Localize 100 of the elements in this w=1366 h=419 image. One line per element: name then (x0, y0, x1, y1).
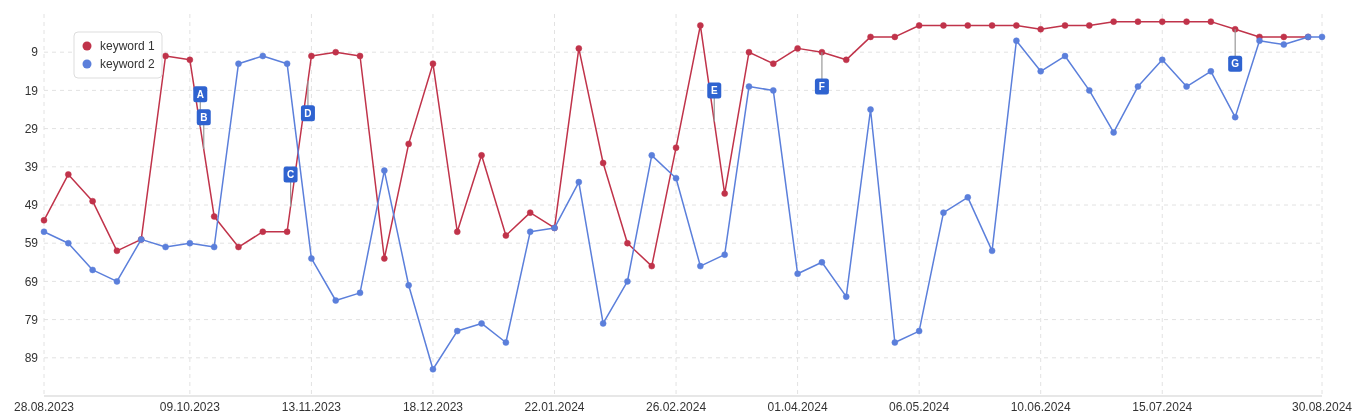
point (186, 56, 194, 64)
point (478, 152, 485, 159)
point (1086, 22, 1093, 29)
point (40, 217, 48, 224)
point (940, 209, 947, 216)
point (429, 366, 437, 373)
point (429, 60, 437, 67)
point (40, 228, 48, 235)
point (65, 171, 72, 178)
y-tick-label: 89 (24, 351, 39, 365)
point (235, 60, 242, 67)
point (1061, 52, 1069, 60)
point (697, 22, 704, 29)
x-tick-label: 15.07.2024 (1132, 400, 1193, 414)
point (332, 297, 339, 304)
point (162, 52, 169, 60)
y-tick-label: 9 (31, 45, 39, 60)
x-tick-label: 30.08.2024 (1291, 400, 1353, 414)
point (283, 60, 291, 67)
point (1110, 129, 1117, 136)
point (575, 178, 583, 186)
point (599, 159, 607, 167)
point (1256, 37, 1263, 44)
point (1231, 113, 1239, 121)
point (794, 270, 801, 278)
point (356, 52, 364, 60)
point (113, 278, 121, 285)
point (526, 228, 534, 235)
y-tick-label: 29 (24, 121, 39, 136)
point (1280, 33, 1288, 41)
point (575, 45, 583, 52)
point (283, 228, 291, 235)
point (964, 194, 972, 201)
point (526, 209, 534, 216)
point (721, 190, 728, 197)
point (235, 243, 242, 251)
point (65, 239, 72, 247)
point (648, 152, 655, 159)
point (915, 22, 923, 29)
x-tick-label: 22.01.2024 (524, 400, 585, 414)
point (89, 197, 96, 205)
annotation: F (818, 81, 825, 93)
annotation: A (196, 88, 204, 100)
point (988, 247, 996, 255)
point (1159, 18, 1166, 25)
point (405, 140, 412, 148)
x-tick-label: 13.11.2023 (281, 400, 342, 414)
point (891, 339, 899, 346)
point (1037, 68, 1044, 75)
point (770, 60, 777, 67)
point (988, 22, 996, 29)
point (405, 281, 412, 289)
point (842, 293, 850, 300)
point (648, 262, 655, 270)
y-tick-label: 19 (24, 83, 39, 98)
x-tick-label: 01.04.2024 (767, 400, 828, 414)
point (599, 320, 607, 327)
point (624, 278, 631, 285)
x-tick-label: 18.12.2023 (402, 400, 464, 414)
legend-label: keyword 2 (100, 57, 156, 72)
point (794, 45, 801, 52)
annotation: E (710, 84, 718, 96)
point (332, 48, 339, 56)
point (1086, 87, 1093, 94)
point (964, 22, 972, 29)
point (721, 251, 728, 258)
point (1183, 18, 1190, 25)
point (770, 87, 777, 94)
point (697, 262, 704, 270)
point (502, 232, 510, 239)
x-tick-label: 09.10.2023 (159, 400, 221, 414)
point (1207, 18, 1215, 25)
x-tick-label: 10.06.2024 (1010, 400, 1072, 414)
y-tick-label: 69 (24, 274, 39, 289)
y-tick-label: 59 (24, 236, 39, 251)
point (1013, 37, 1020, 44)
point (745, 48, 753, 56)
x-tick-label: 26.02.2024 (646, 400, 707, 414)
point (89, 266, 96, 274)
point (454, 228, 461, 235)
point (624, 239, 631, 247)
point (162, 243, 169, 251)
y-tick-label: 49 (24, 198, 39, 213)
point (308, 255, 315, 262)
point (1037, 26, 1044, 33)
point (818, 259, 826, 266)
point (259, 52, 267, 60)
x-tick-label: 28.08.2023 (13, 400, 75, 414)
point (867, 106, 874, 113)
point (381, 167, 388, 174)
point (259, 228, 267, 235)
y-tick-label: 39 (24, 160, 39, 174)
point (672, 144, 680, 151)
annotation: D (304, 107, 312, 119)
point (1207, 68, 1215, 75)
point (745, 83, 753, 90)
point (1318, 33, 1326, 41)
point (1013, 22, 1020, 29)
point (672, 175, 680, 182)
annotation: B (200, 111, 208, 123)
